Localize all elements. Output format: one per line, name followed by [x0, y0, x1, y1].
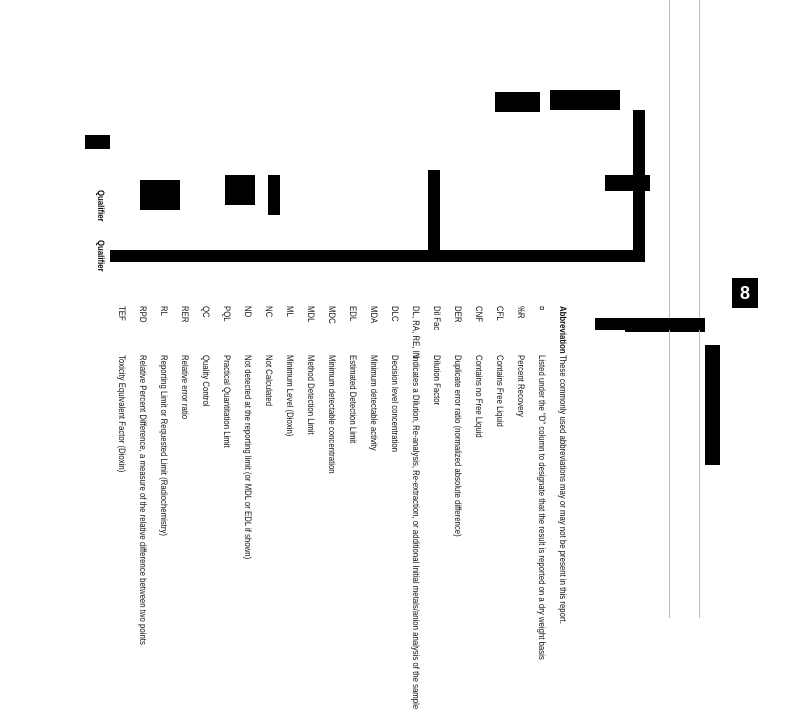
abbreviation: CNF	[473, 306, 484, 323]
redaction	[225, 175, 255, 205]
abbreviation: DL, RA, RE, IN	[410, 306, 421, 359]
rotated-page: 8 Abbreviation These commonly used abbrev…	[85, 0, 758, 709]
glossary-header-desc: These commonly used abbreviations may or…	[557, 355, 568, 624]
definition: Minimum detectable concentration	[326, 355, 337, 474]
definition: Decision level concentration	[389, 355, 400, 453]
abbreviation: MDL	[305, 306, 316, 323]
abbreviation: PQL	[221, 306, 232, 322]
abbreviation: ¤	[536, 306, 547, 311]
abbreviation: RER	[179, 306, 190, 323]
definition: Quality Control	[200, 355, 211, 407]
definition: Reporting Limit or Requested Limit (Radi…	[158, 355, 169, 536]
definition: Relative error ratio	[179, 355, 190, 420]
abbreviation: MDC	[326, 306, 337, 324]
definition: Not Calculated	[263, 355, 274, 407]
page-root: {"page_number": "8", "glossary": { "head…	[85, 0, 758, 709]
abbreviation: %R	[515, 306, 526, 319]
abbreviation: ND	[242, 306, 253, 318]
definition: Listed under the "D" column to designate…	[536, 355, 547, 660]
redaction-band	[110, 250, 645, 262]
abbreviation: ML	[284, 306, 295, 317]
definition: Practical Quantitation Limit	[221, 355, 232, 448]
definition: Dilution Factor	[431, 355, 442, 406]
glossary-header-abbr: Abbreviation	[557, 306, 568, 354]
rule	[669, 0, 670, 618]
rule	[699, 0, 700, 618]
definition: Duplicate error ratio (normalized absolu…	[452, 355, 463, 537]
abbreviation: RPD	[137, 306, 148, 323]
redaction	[428, 170, 440, 250]
definition: Toxicity Equivalent Factor (Dioxin)	[116, 355, 127, 473]
definition: Minimum Level (Dioxin)	[284, 355, 295, 437]
redaction	[550, 90, 620, 110]
abbreviation: DLC	[389, 306, 400, 322]
definition: Minimum detectable activity	[368, 355, 379, 451]
definition: Contains no Free Liquid	[473, 355, 484, 438]
redaction	[85, 135, 110, 149]
definition: Contains Free Liquid	[494, 355, 505, 427]
definition: Percent Recovery	[515, 355, 526, 417]
redaction	[140, 180, 180, 210]
page-tab: 8	[732, 278, 758, 308]
redaction	[595, 318, 705, 330]
abbreviation: MDA	[368, 306, 379, 324]
redaction	[633, 110, 645, 262]
abbreviation: RL	[158, 306, 169, 316]
abbreviation: DER	[452, 306, 463, 323]
qualifier-label: Qualifier	[95, 190, 106, 222]
definition: Estimated Detection Limit	[347, 355, 358, 444]
definition: Relative Percent Difference, a measure o…	[137, 355, 148, 645]
definition: Indicates a Dilution, Re-analysis, Re-ex…	[410, 355, 421, 709]
abbreviation: TEF	[116, 306, 127, 321]
abbreviation: Dil Fac	[431, 306, 442, 331]
definition: Not detected at the reporting limit (or …	[242, 355, 253, 560]
qualifier-label: Qualifier	[95, 240, 106, 272]
abbreviation: QC	[200, 306, 211, 318]
definition: Method Detection Limit	[305, 355, 316, 435]
redaction	[705, 345, 720, 465]
abbreviation: NC	[263, 306, 274, 318]
abbreviation: CFL	[494, 306, 505, 321]
abbreviation: EDL	[347, 306, 358, 322]
redaction	[268, 175, 280, 215]
redaction	[495, 92, 540, 112]
